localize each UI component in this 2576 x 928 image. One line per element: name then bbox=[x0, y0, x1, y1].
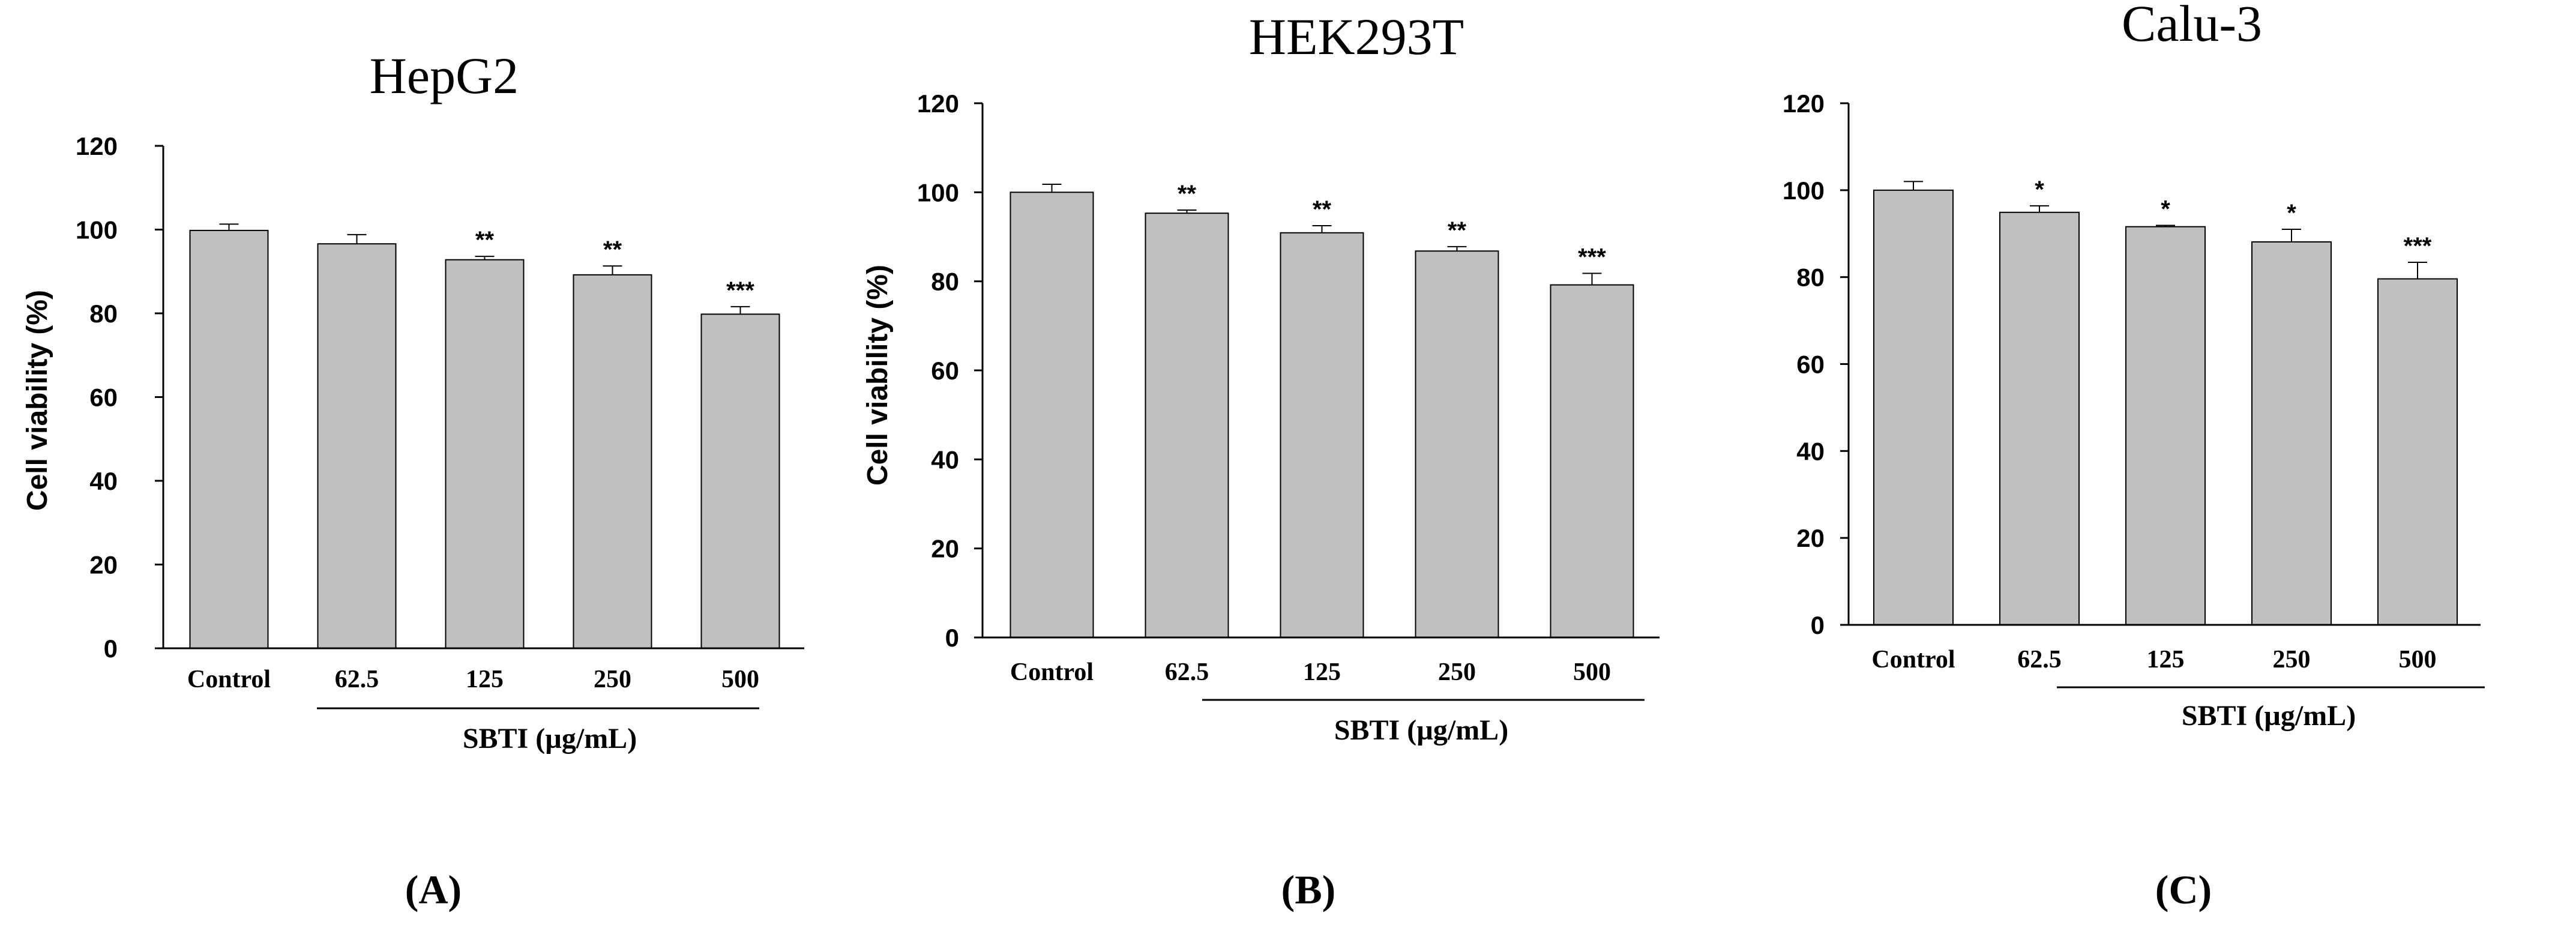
bar bbox=[1415, 250, 1499, 638]
bar bbox=[317, 243, 397, 649]
y-tick-label: 120 bbox=[76, 132, 118, 160]
bar bbox=[1010, 191, 1094, 639]
y-tick-label: 20 bbox=[931, 535, 959, 563]
bar bbox=[573, 274, 652, 649]
x-tick-label: 500 bbox=[2399, 646, 2437, 673]
y-tick-label: 120 bbox=[1783, 89, 1825, 118]
y-tick-label: 40 bbox=[1796, 437, 1825, 465]
x-tick-label: Control bbox=[187, 666, 271, 693]
x-tick-label: Control bbox=[1010, 658, 1094, 686]
y-tick-label: 100 bbox=[1783, 176, 1825, 205]
bar bbox=[700, 313, 780, 649]
x-tick-label: 500 bbox=[721, 666, 759, 693]
panel-b: HEK293T Cell viability (%) SBTI (µg/mL) … bbox=[862, 8, 1660, 912]
y-tick-label: 60 bbox=[931, 357, 959, 385]
panel-a-ylabel: Cell viability (%) bbox=[22, 290, 53, 511]
x-tick-label: 62.5 bbox=[335, 666, 379, 693]
y-tick-label: 60 bbox=[89, 384, 118, 412]
panel-a: HepG2 Cell viability (%) SBTI (µg/mL) (A… bbox=[22, 47, 804, 912]
y-tick-label: 0 bbox=[104, 634, 118, 663]
bar bbox=[2377, 278, 2458, 625]
significance-label: ** bbox=[1313, 196, 1332, 223]
significance-label: * bbox=[2287, 200, 2296, 226]
y-tick-label: 80 bbox=[931, 268, 959, 296]
significance-label: ** bbox=[1178, 181, 1197, 207]
significance-label: * bbox=[2161, 196, 2170, 222]
significance-label: ** bbox=[603, 237, 622, 263]
y-tick-label: 40 bbox=[931, 445, 959, 474]
x-tick-label: 250 bbox=[594, 666, 631, 693]
y-tick-label: 60 bbox=[1796, 351, 1825, 379]
panel-a-label: (A) bbox=[405, 867, 462, 912]
y-tick-label: 120 bbox=[917, 89, 959, 118]
significance-label: *** bbox=[2404, 233, 2432, 259]
significance-label: ** bbox=[475, 227, 495, 253]
panel-b-xlabel: SBTI (µg/mL) bbox=[1334, 714, 1508, 746]
y-tick-label: 80 bbox=[89, 300, 118, 328]
panel-a-xlabel: SBTI (µg/mL) bbox=[463, 723, 637, 755]
significance-label: *** bbox=[726, 277, 754, 304]
significance-label: ** bbox=[1448, 217, 1467, 244]
y-tick-label: 20 bbox=[1796, 524, 1825, 552]
x-tick-label: 62.5 bbox=[1165, 658, 1209, 686]
y-tick-label: 0 bbox=[1811, 611, 1825, 639]
bar bbox=[445, 259, 525, 649]
bar bbox=[1145, 212, 1229, 639]
x-tick-label: 125 bbox=[1303, 658, 1341, 686]
y-tick-label: 80 bbox=[1796, 264, 1825, 292]
bar bbox=[1999, 211, 2080, 626]
panel-c: Calu-3 SBTI (µg/mL) (C) Control * 62.5 * 125… bbox=[1783, 0, 2485, 912]
bar bbox=[1550, 284, 1634, 639]
panel-c-xlabel: SBTI (µg/mL) bbox=[2182, 700, 2356, 732]
panel-b-label: (B) bbox=[1281, 867, 1336, 912]
panel-b-title: HEK293T bbox=[1249, 8, 1464, 65]
y-tick-label: 40 bbox=[89, 467, 118, 495]
bar bbox=[1873, 189, 1954, 626]
x-tick-label: Control bbox=[1871, 646, 1955, 673]
panel-c-title: Calu-3 bbox=[2122, 0, 2262, 52]
y-tick-label: 20 bbox=[89, 551, 118, 579]
y-tick-label: 100 bbox=[76, 216, 118, 244]
bar bbox=[2251, 241, 2332, 625]
panel-b-ylabel: Cell viability (%) bbox=[862, 265, 894, 486]
x-tick-label: 62.5 bbox=[2017, 646, 2062, 673]
panel-a-title: HepG2 bbox=[370, 47, 519, 104]
y-tick-label: 100 bbox=[917, 178, 959, 206]
significance-label: *** bbox=[1578, 244, 1606, 270]
x-tick-label: 250 bbox=[2273, 646, 2311, 673]
y-tick-label: 0 bbox=[945, 624, 959, 652]
bar bbox=[1280, 232, 1364, 638]
panel-c-label: (C) bbox=[2155, 867, 2212, 912]
x-tick-label: 125 bbox=[2147, 646, 2185, 673]
x-tick-label: 125 bbox=[466, 666, 504, 693]
x-tick-label: 250 bbox=[1438, 658, 1476, 686]
bar bbox=[189, 229, 269, 649]
x-tick-label: 500 bbox=[1573, 658, 1611, 686]
significance-label: * bbox=[2035, 176, 2044, 203]
bar bbox=[2125, 226, 2206, 625]
